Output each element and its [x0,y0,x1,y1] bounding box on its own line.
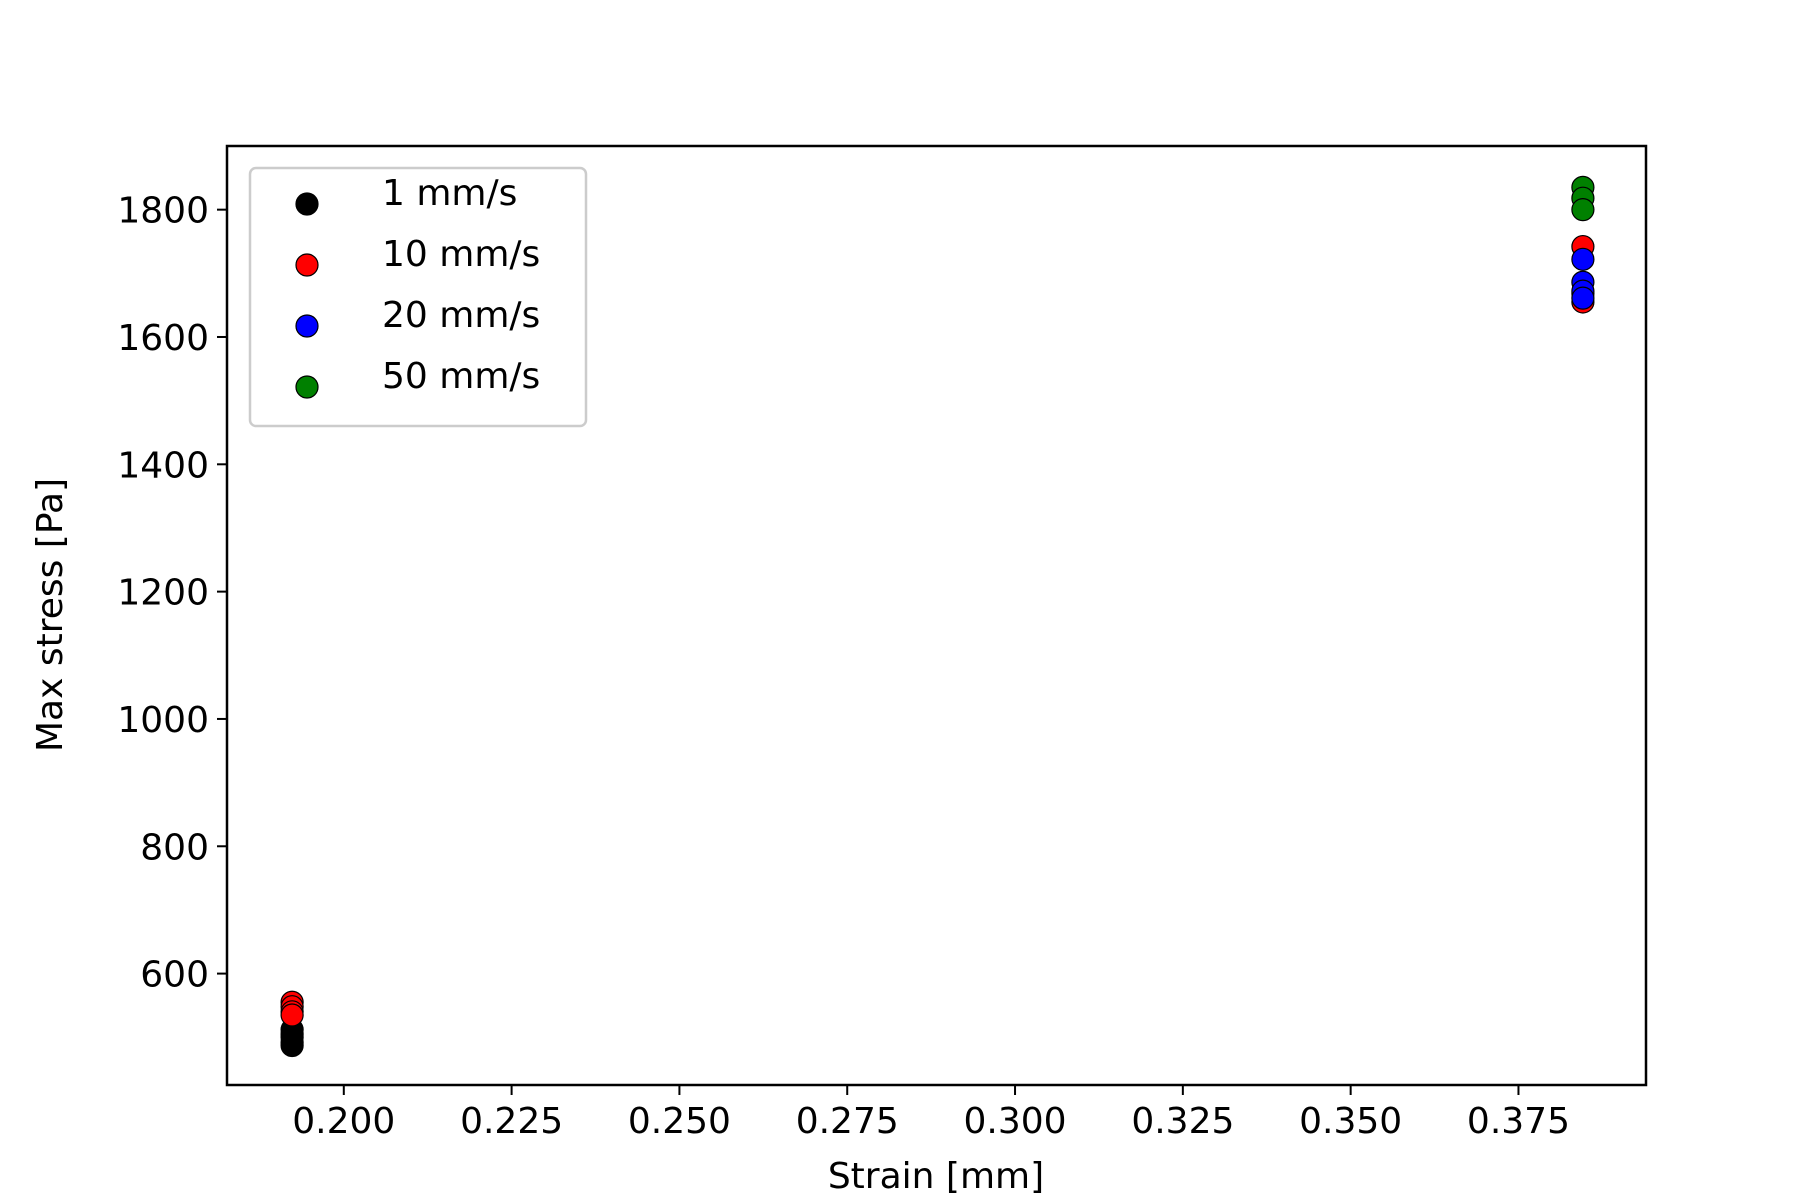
legend-frame [248,166,588,428]
y-tick-label: 1200 [117,573,209,614]
x-tick-label: 0.350 [1299,1101,1402,1142]
legend-marker [295,253,319,277]
x-axis-label: Strain [mm] [828,1156,1044,1197]
x-tick-label: 0.200 [292,1101,395,1142]
data-points [280,175,1595,1058]
y-tick-label: 600 [140,955,209,996]
scatter-point-series-4 [1571,198,1595,222]
x-axis-ticks: 0.200 0.225 0.250 0.275 0.300 0.325 0.350 0.375 [292,1085,1570,1142]
legend-marker [295,192,319,216]
y-tick-label: 1800 [117,191,209,232]
y-tick-label: 800 [140,827,209,868]
y-axis-label: Max stress [Pa] [30,478,71,752]
legend-label: 20 mm/s [382,295,540,336]
y-tick-label: 1600 [117,318,209,359]
x-tick-label: 0.300 [964,1101,1067,1142]
legend-marker [295,375,319,399]
y-tick-label: 1000 [117,700,209,741]
legend: 1 mm/s 10 mm/s 20 mm/s 50 mm/s [248,166,588,428]
y-axis-ticks: 600 800 1000 1200 1400 1600 1800 [117,191,227,996]
scatter-point-series-2 [280,1003,304,1027]
x-tick-label: 0.275 [796,1101,899,1142]
x-tick-label: 0.250 [628,1101,731,1142]
x-tick-label: 0.325 [1131,1101,1234,1142]
axes-frame [225,144,1648,1087]
legend-label: 50 mm/s [382,356,540,397]
scatter-point-series-3 [1571,286,1595,310]
legend-label: 10 mm/s [382,234,540,275]
scatter-point-series-3 [1571,247,1595,271]
y-tick-label: 1400 [117,445,209,486]
legend-label: 1 mm/s [382,173,517,214]
x-tick-label: 0.375 [1467,1101,1570,1142]
x-tick-label: 0.225 [460,1101,563,1142]
legend-marker [295,314,319,338]
